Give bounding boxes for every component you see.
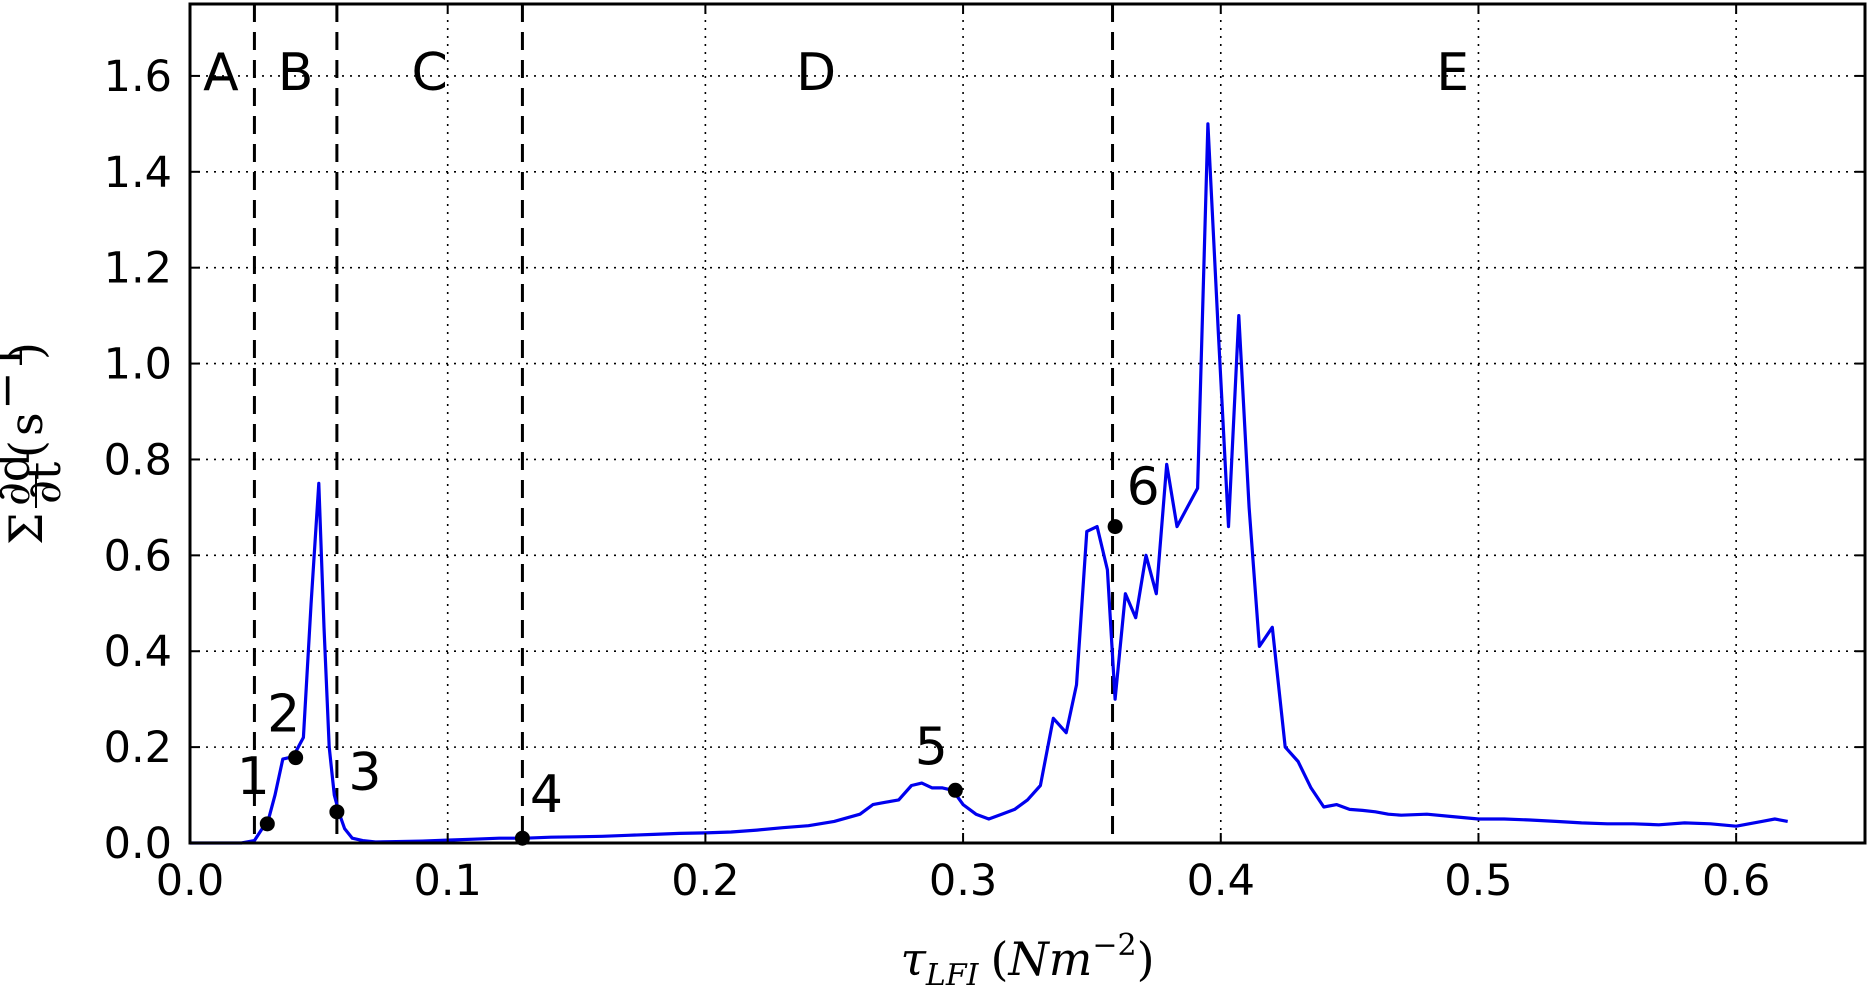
plot-frame xyxy=(188,2,1867,845)
marked-point-6 xyxy=(1107,519,1123,535)
marked-point-label-3: 3 xyxy=(348,743,381,803)
y-label-exponent: −1 xyxy=(0,342,33,410)
x-label-close-paren: ) xyxy=(1137,932,1155,986)
y-label-numerator: ∂d xyxy=(0,453,40,506)
marked-point-label-5: 5 xyxy=(915,717,948,777)
marked-point-label-6: 6 xyxy=(1127,458,1160,518)
data-series xyxy=(190,122,1788,845)
axis-ticks: 0.0 0.1 0.2 0.3 0.4 0.5 0.6 0.0 0.2 0.4 0.6 0.8 1.0 1… xyxy=(104,4,1865,906)
x-label-subscript: LFI xyxy=(925,958,980,993)
marked-point-2 xyxy=(288,750,304,766)
region-label-c: C xyxy=(411,43,447,103)
x-tick-label: 0.6 xyxy=(1702,856,1770,906)
x-label-units: Nm xyxy=(1007,932,1092,986)
x-label-exponent: −2 xyxy=(1092,928,1136,963)
y-tick-label: 0.2 xyxy=(104,723,172,773)
y-tick-label: 1.2 xyxy=(104,244,172,294)
x-label-open-paren: ( xyxy=(991,932,1009,986)
y-label-open-paren: ( xyxy=(0,440,53,458)
marked-point-5 xyxy=(947,782,963,798)
region-label-d: D xyxy=(796,43,836,103)
y-tick-label: 0.8 xyxy=(104,435,172,485)
grid-lines xyxy=(190,4,1865,843)
y-label-denominator: ∂t xyxy=(17,461,71,504)
marked-point-label-2: 2 xyxy=(267,685,300,745)
region-label-b: B xyxy=(278,43,314,103)
region-label-e: E xyxy=(1436,43,1469,103)
marked-point-label-1: 1 xyxy=(237,747,270,807)
y-label-sum: Σ xyxy=(0,512,53,545)
marked-point-1 xyxy=(259,816,275,832)
y-tick-label: 1.6 xyxy=(104,52,172,102)
x-tick-label: 0.5 xyxy=(1444,856,1512,906)
x-tick-label: 0.2 xyxy=(671,856,739,906)
x-tick-label: 0.1 xyxy=(413,856,481,906)
y-label-close-paren: ) xyxy=(0,342,53,360)
x-label-symbol: τ xyxy=(900,932,927,986)
y-tick-label: 0.6 xyxy=(104,531,172,581)
x-axis-label: τLFI (Nm−2) xyxy=(900,928,1154,993)
marked-point-3 xyxy=(329,804,345,820)
series-line xyxy=(190,122,1788,845)
y-tick-label: 0.4 xyxy=(104,627,172,677)
region-label-a: A xyxy=(203,43,239,103)
y-tick-label: 0.0 xyxy=(104,819,172,869)
y-tick-label: 1.4 xyxy=(104,148,172,198)
y-tick-label: 1.0 xyxy=(104,340,172,390)
x-tick-label: 0.3 xyxy=(929,856,997,906)
y-label-units: s xyxy=(0,412,53,436)
marked-point-label-4: 4 xyxy=(530,765,563,825)
y-axis-label: Σ ∂d ∂t ( s −1 ) xyxy=(0,342,71,545)
x-tick-label: 0.4 xyxy=(1187,856,1255,906)
x-tick-label: 0.0 xyxy=(156,856,224,906)
region-boundaries xyxy=(252,4,1115,843)
marked-points: 123 4 5 6 xyxy=(237,458,1160,846)
